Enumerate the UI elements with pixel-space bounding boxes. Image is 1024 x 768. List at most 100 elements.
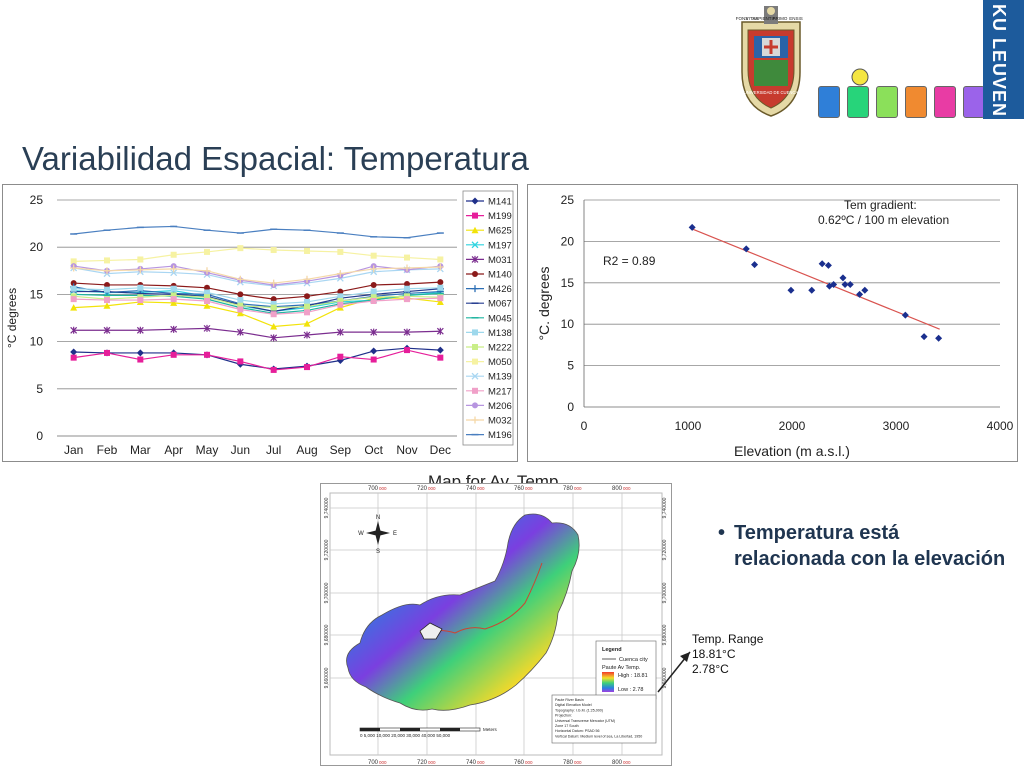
data-point <box>370 288 377 295</box>
temp-range-note: Temp. Range 18.81°C 2.78°C <box>692 632 763 677</box>
data-point <box>170 299 178 306</box>
data-point <box>471 372 479 380</box>
data-point <box>404 347 410 354</box>
r2-annotation: R2 = 0.89 <box>603 254 656 268</box>
data-point <box>846 280 854 288</box>
color-square <box>905 86 927 118</box>
data-point <box>742 245 750 253</box>
x-tick-label: Aug <box>296 443 317 457</box>
map-tick-label: 740 <box>466 486 477 492</box>
data-point <box>270 304 277 311</box>
x-axis-label: Elevation (m a.s.l.) <box>734 443 850 459</box>
data-point <box>103 267 111 275</box>
data-point <box>436 327 444 335</box>
data-point <box>237 302 244 309</box>
data-point <box>204 294 210 301</box>
legend-label: M139 <box>488 372 512 383</box>
series-line <box>73 287 441 305</box>
legend-label: M067 <box>488 299 512 310</box>
map-tick-label: 700 <box>368 760 379 766</box>
x-tick-label: 3000 <box>883 419 910 433</box>
data-point <box>270 296 277 303</box>
data-point <box>370 265 378 273</box>
data-point <box>136 349 144 357</box>
svg-text:Low : 2.78: Low : 2.78 <box>618 687 643 693</box>
map-tick-suffix: 000 <box>379 486 387 491</box>
data-point <box>839 274 847 282</box>
map-info-line: Universal Transverse Mercator (UTM) <box>555 719 615 723</box>
data-point <box>370 281 377 288</box>
data-point <box>437 295 444 302</box>
data-point <box>270 247 277 254</box>
data-point <box>70 296 77 303</box>
x-tick-label: Jan <box>64 443 83 457</box>
basin-shape <box>346 513 580 711</box>
data-point <box>818 260 826 268</box>
data-point <box>136 326 144 334</box>
data-point <box>472 402 478 409</box>
data-point <box>104 257 110 264</box>
x-tick-label: 0 <box>581 419 588 433</box>
data-point <box>304 364 310 371</box>
x-tick-label: Mar <box>130 443 151 457</box>
legend-label: M197 <box>488 240 512 251</box>
map-tick-label: 9,680000 <box>324 624 330 645</box>
x-tick-label: May <box>196 443 219 457</box>
data-point <box>304 247 310 254</box>
data-point <box>370 252 377 259</box>
y-tick-label: 0 <box>567 400 574 414</box>
data-point <box>70 304 78 311</box>
x-tick-label: 1000 <box>675 419 702 433</box>
y-tick-label: 15 <box>30 287 44 301</box>
legend-label: M031 <box>488 255 512 266</box>
yellow-circle-icon <box>851 68 869 86</box>
map-tick-label: 9,660000 <box>662 667 668 688</box>
data-point <box>436 346 444 354</box>
data-point <box>137 297 144 304</box>
data-point <box>70 264 78 272</box>
series-line <box>73 247 441 262</box>
x-tick-label: Oct <box>364 443 383 457</box>
data-point <box>236 275 244 283</box>
svg-text:W: W <box>358 531 364 537</box>
data-point <box>170 269 178 277</box>
data-point <box>920 333 928 341</box>
data-point <box>471 241 479 249</box>
map-tick-suffix: 000 <box>428 760 436 765</box>
x-tick-label: 2000 <box>779 419 806 433</box>
y-axis-label: °C. degrees <box>536 266 552 340</box>
x-tick-label: Feb <box>97 443 118 457</box>
legend-label: M217 <box>488 386 512 397</box>
color-square <box>847 86 869 118</box>
data-point <box>70 258 77 265</box>
map-tick-label: 9,680000 <box>662 624 668 645</box>
data-point <box>70 348 78 356</box>
data-point <box>370 298 377 305</box>
data-point <box>103 302 111 309</box>
data-point <box>861 286 869 294</box>
data-point <box>403 328 411 336</box>
gradient-annotation: 0.62ºC / 100 m elevation <box>818 213 949 227</box>
map-tick-suffix: 000 <box>477 760 485 765</box>
data-point <box>471 255 479 263</box>
y-tick-label: 10 <box>30 335 44 349</box>
temp-range-label: Temp. Range <box>692 632 764 646</box>
arrow-icon <box>657 651 691 693</box>
data-point <box>337 293 344 300</box>
data-point <box>404 296 410 303</box>
data-point <box>404 254 410 261</box>
x-tick-label: Dec <box>430 443 451 457</box>
map-info-line: Horizontal Datum: PSAD 56 <box>555 729 600 733</box>
data-point <box>337 248 344 255</box>
map-tick-label: 720 <box>417 760 428 766</box>
data-point <box>471 197 479 205</box>
map-tick-label: 9,720000 <box>662 539 668 560</box>
data-point <box>472 358 478 365</box>
data-point <box>436 298 444 305</box>
svg-text:FONS: FONS <box>736 16 749 21</box>
data-point <box>204 284 210 291</box>
data-point <box>203 324 211 332</box>
data-point <box>471 285 479 293</box>
data-point <box>337 353 344 360</box>
x-tick-label: Jun <box>231 443 250 457</box>
